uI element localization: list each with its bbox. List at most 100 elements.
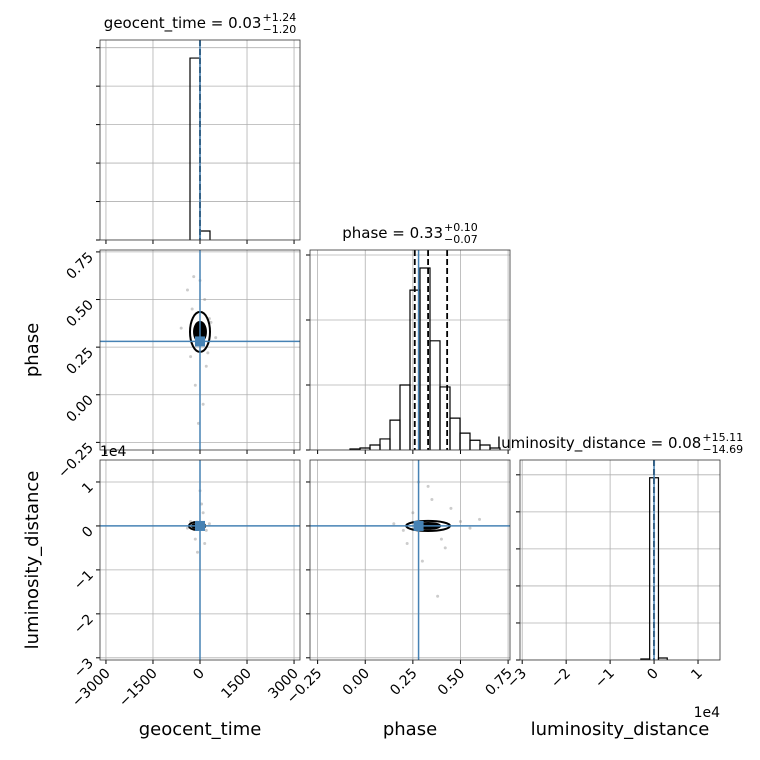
panel-frame [99, 459, 301, 661]
sample-point [411, 511, 415, 515]
sample-point [203, 298, 207, 302]
x-tick-label: 0.00 [340, 666, 373, 699]
sample-point [468, 526, 472, 530]
title-upper: +15.11 [702, 431, 743, 444]
sample-point [192, 275, 196, 279]
sample-point [209, 320, 213, 324]
sample-point [195, 550, 199, 554]
sample-point [443, 546, 447, 550]
y-tick-label: 1 [79, 479, 97, 497]
hist-bar [399, 384, 411, 450]
panel-frame [309, 249, 511, 451]
sample-point [190, 307, 194, 311]
y-tick-label: 0.25 [63, 345, 96, 378]
offset-label: 1e4 [694, 705, 721, 721]
sample-point [193, 383, 197, 387]
truth-point [413, 520, 424, 531]
sample-point [203, 542, 207, 546]
panel [100, 250, 300, 450]
x-tick-label: 1500 [218, 666, 255, 703]
x-tick-label: −2 [548, 666, 574, 692]
panel-frame [99, 39, 301, 241]
panel [310, 250, 510, 450]
sample-point [201, 511, 205, 515]
sample-point [189, 355, 193, 359]
y-tick-label: −2 [71, 611, 97, 637]
hist-bar [369, 444, 381, 450]
x-axis-label: luminosity_distance [531, 719, 710, 740]
title-lower: −1.20 [262, 23, 296, 36]
hist-bar [469, 439, 481, 450]
panel [520, 460, 720, 660]
sample-point [179, 326, 183, 330]
panel-title: phase = 0.33 [342, 224, 443, 242]
sample-point [426, 484, 430, 488]
y-tick-label: 0 [79, 523, 97, 541]
sample-point [458, 520, 462, 524]
panel-frame [99, 249, 301, 451]
sample-point [185, 526, 189, 530]
hist-bar [489, 447, 501, 450]
sample-point [439, 537, 443, 541]
x-tick-label: 0.50 [435, 666, 468, 699]
panel-title: luminosity_distance = 0.08 [497, 434, 701, 453]
panel-frame [309, 459, 511, 661]
hist-bar [199, 230, 211, 240]
hist-bar [439, 386, 451, 450]
panel [100, 460, 300, 660]
title-upper: +1.24 [262, 11, 296, 24]
sample-point [420, 559, 424, 563]
panel [310, 460, 510, 660]
x-axis-label: phase [383, 719, 437, 740]
sample-point [436, 594, 440, 598]
hist-bar [459, 432, 471, 450]
panel-frame [519, 459, 721, 661]
hist-bar [479, 444, 491, 450]
x-tick-label: 1 [688, 666, 706, 684]
sample-point [204, 364, 208, 368]
sample-point [201, 402, 205, 406]
x-tick-label: 0 [190, 666, 208, 684]
y-axis-label: luminosity_distance [22, 471, 43, 650]
sample-point [196, 421, 200, 425]
sample-point [207, 522, 211, 526]
sample-point [185, 288, 189, 292]
sample-point [401, 528, 405, 532]
title-lower: −14.69 [702, 443, 743, 456]
truth-point [195, 520, 205, 531]
x-tick-label: −1500 [116, 666, 161, 711]
hist-bar [449, 417, 461, 450]
panel [100, 40, 300, 240]
title-upper: +0.10 [444, 221, 478, 234]
y-tick-label: −0.25 [55, 440, 97, 482]
y-tick-label: 0.75 [63, 249, 96, 282]
sample-point [449, 506, 453, 510]
sample-point [430, 498, 434, 502]
hist-bar [189, 57, 201, 240]
offset-label: 1e4 [100, 444, 127, 460]
hist-bar [429, 340, 441, 450]
hist-bar [657, 657, 668, 660]
y-tick-label: −1 [71, 567, 97, 593]
sample-point [214, 336, 218, 340]
x-tick-label: 0 [644, 666, 662, 684]
hist-bar [379, 438, 391, 450]
sample-point [204, 528, 208, 532]
sample-point [392, 522, 396, 526]
sample-point [200, 502, 204, 506]
x-tick-label: −1 [592, 666, 618, 692]
truth-point [195, 336, 205, 347]
sample-point [193, 537, 197, 541]
title-lower: −0.07 [444, 233, 478, 246]
panel-title: geocent_time = 0.03 [104, 14, 262, 33]
x-axis-label: geocent_time [139, 719, 262, 740]
y-tick-label: 0.00 [63, 392, 96, 425]
x-tick-label: 0.25 [387, 666, 420, 699]
y-axis-label: phase [22, 323, 43, 377]
sample-point [206, 351, 210, 355]
hist-bar [389, 419, 401, 450]
sample-point [478, 517, 482, 521]
sample-point [405, 542, 409, 546]
